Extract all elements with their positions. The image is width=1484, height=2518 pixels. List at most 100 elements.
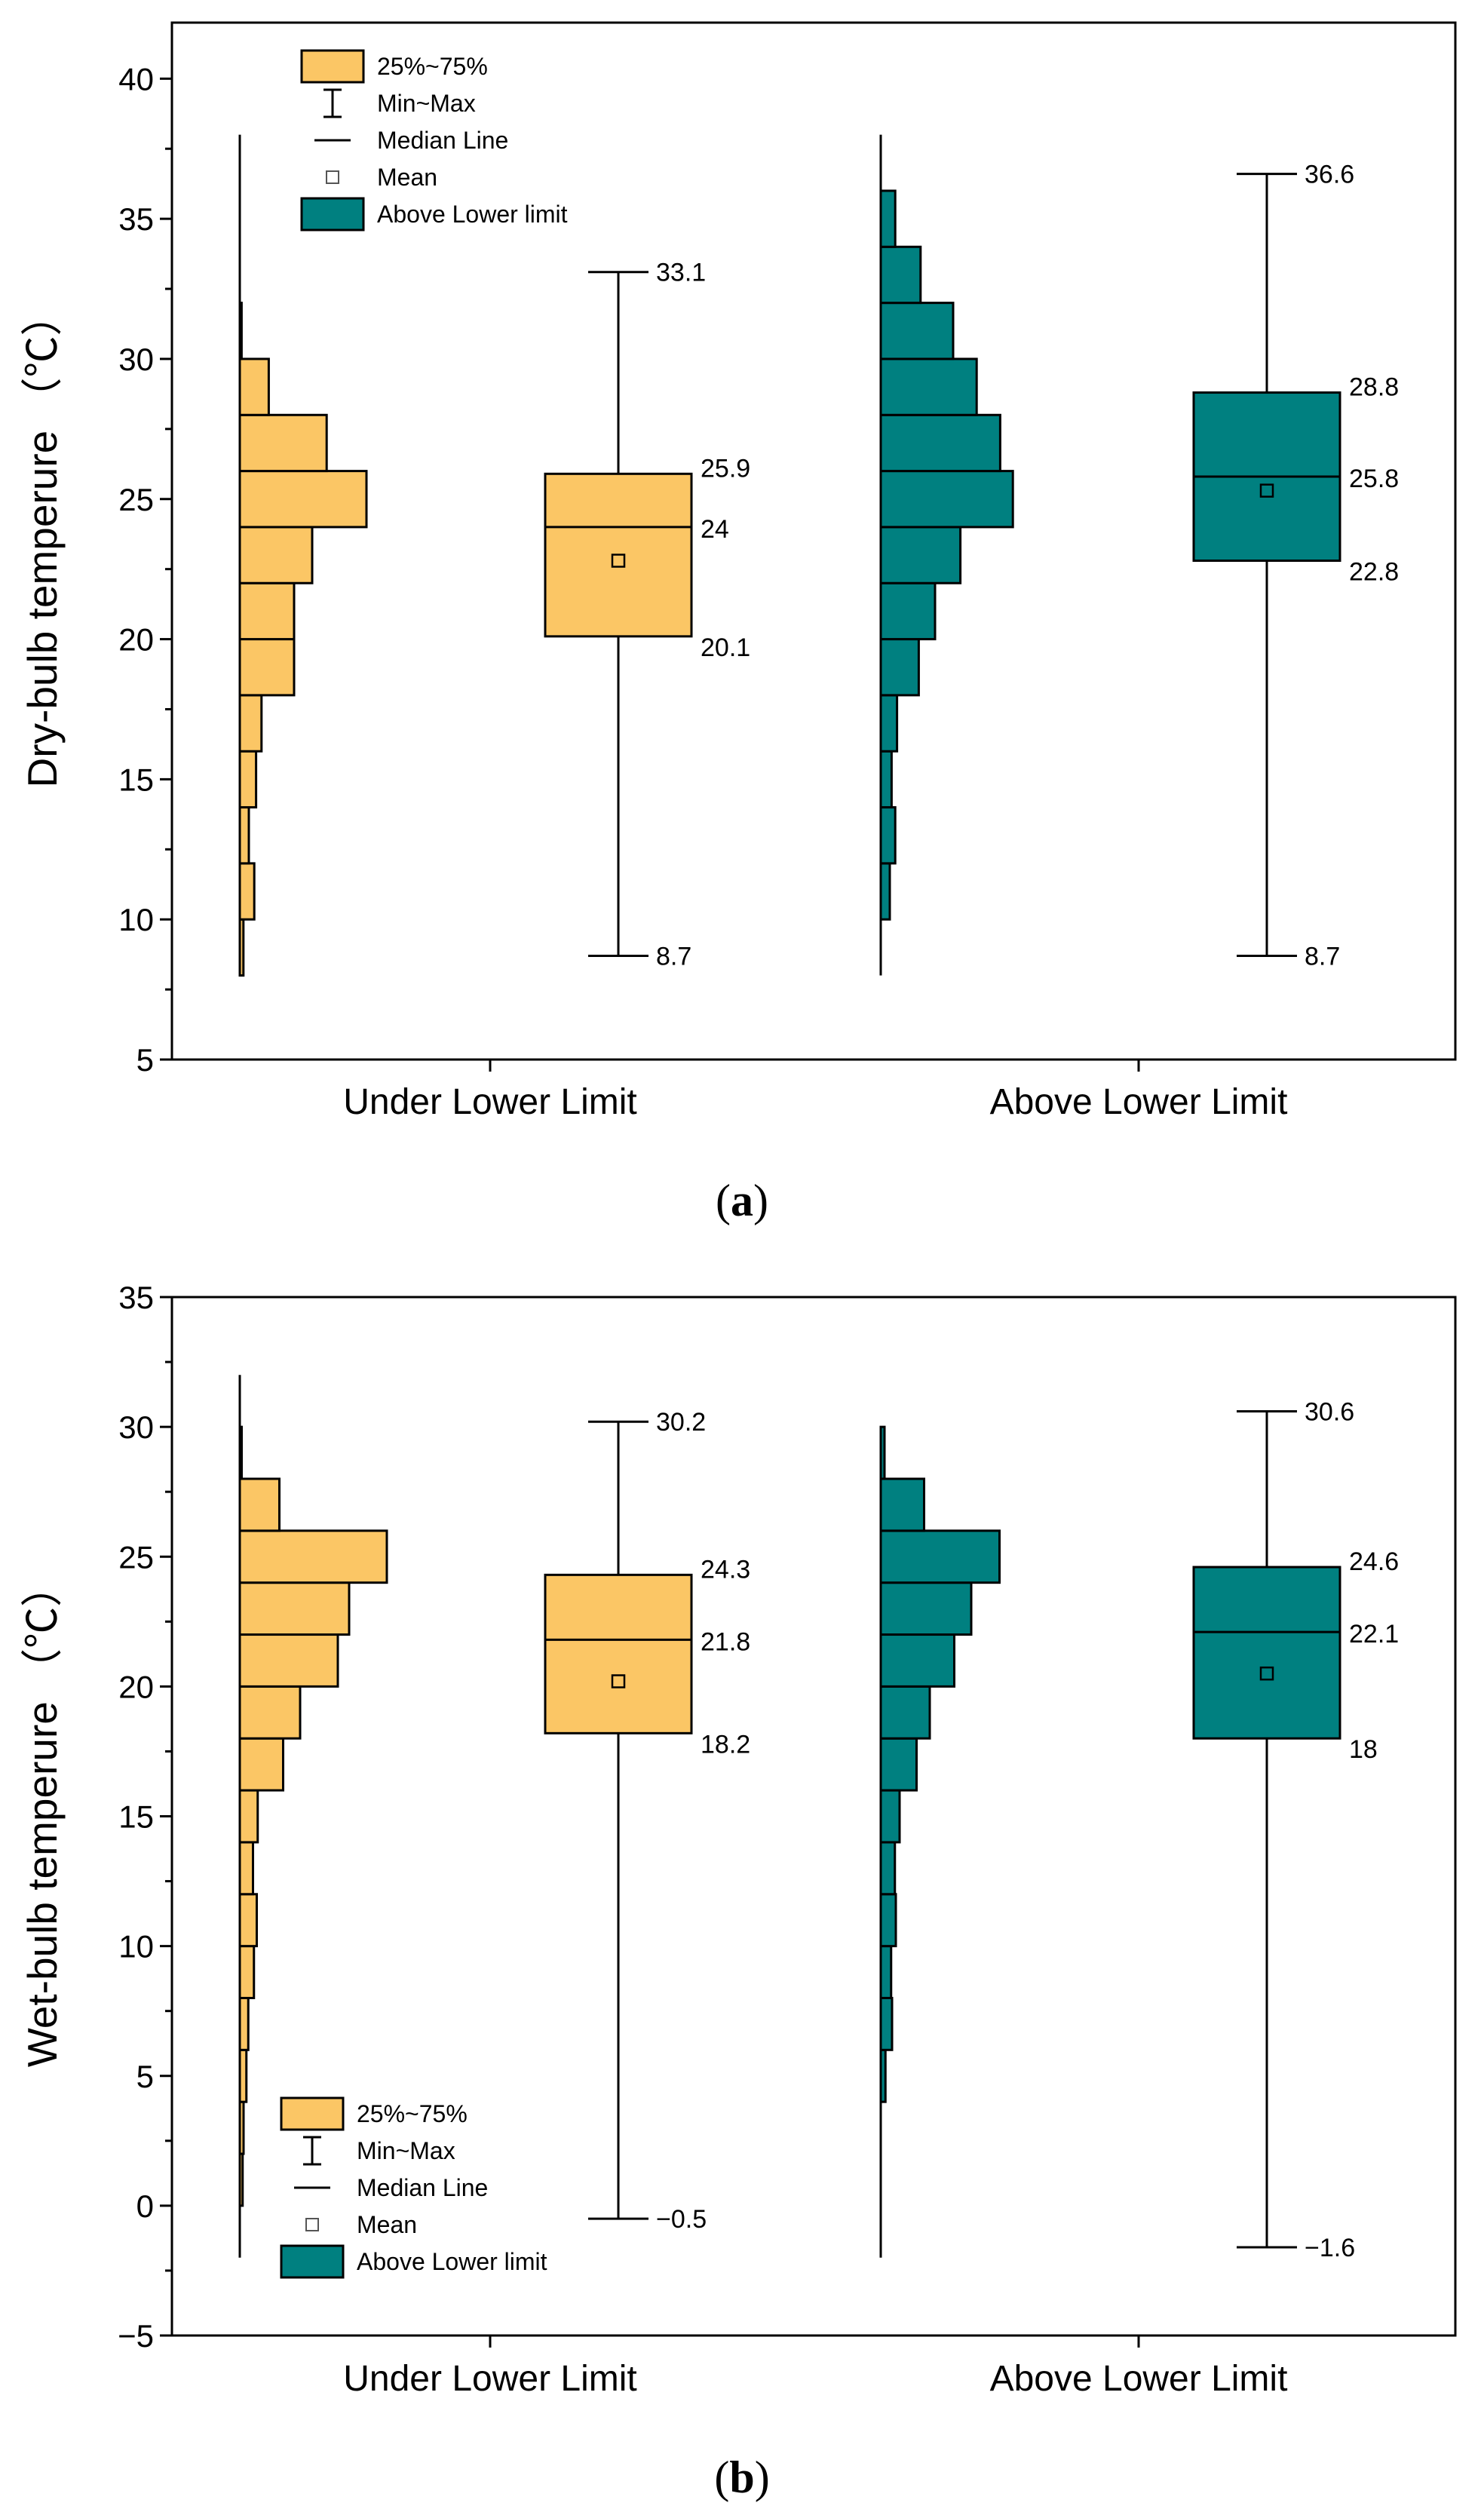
histogram-bar (879, 470, 1014, 529)
value-label-q3: 24.6 (1349, 1547, 1399, 1576)
y-tick-label: 35 (118, 201, 154, 237)
histogram-bar (238, 862, 256, 921)
histogram-bar (238, 806, 250, 865)
histogram-bar (879, 1685, 931, 1740)
y-tick-label: 40 (118, 61, 154, 97)
histogram-bar (879, 1789, 901, 1844)
histogram-bar (879, 638, 920, 697)
histogram-bar (879, 750, 893, 809)
legend-above-swatch (300, 197, 365, 232)
value-label-q1: 20.1 (701, 633, 750, 662)
legend-mean-icon (326, 170, 339, 184)
mean-marker (611, 1674, 626, 1688)
histogram-bar (879, 1477, 925, 1532)
value-label-min: −1.6 (1305, 2234, 1355, 2262)
histogram-bar (879, 1633, 955, 1688)
legend-range-label: Min~Max (377, 90, 476, 117)
value-label-min: 8.7 (656, 943, 691, 971)
histogram-bar (238, 1893, 258, 1948)
histogram-bar (879, 245, 922, 305)
histogram-bar (238, 638, 296, 697)
value-label-max: 33.1 (656, 259, 706, 287)
legend-mean-label: Mean (377, 164, 437, 191)
histogram-bar (238, 470, 368, 529)
chart-panel-a: 5 10 15 20 25 30 35 40 Dry-bulb temperure （℃） Und… (19, 21, 1457, 1225)
group-under: 30.2 24.3 21.8 18.2 −0.5 (238, 1375, 750, 2258)
legend-box-swatch (300, 49, 365, 84)
mean-marker (611, 554, 626, 568)
mean-marker (1259, 1666, 1274, 1681)
y-tick-label: 5 (136, 2059, 154, 2094)
legend-above-label: Above Lower limit (357, 2248, 547, 2275)
histogram-bar (238, 581, 296, 641)
histogram-bar (879, 862, 891, 921)
value-label-max: 30.2 (656, 1408, 706, 1437)
legend-range-label: Min~Max (357, 2137, 455, 2164)
legend-median-label: Median Line (357, 2174, 488, 2201)
y-axis-label: Wet-bulb temperure （℃） (19, 1566, 66, 2067)
histogram-bar (879, 189, 897, 248)
value-label-q1: 22.8 (1349, 558, 1399, 587)
legend-median-label: Median Line (377, 127, 508, 154)
histogram-bar (238, 1737, 284, 1792)
y-tick-label: 10 (118, 902, 154, 937)
histogram-bar (238, 1789, 259, 1844)
y-tick-label: 20 (118, 1669, 154, 1704)
panel-label: (b) (714, 2452, 769, 2502)
histogram-bar (238, 1841, 254, 1896)
value-label-q1: 18.2 (701, 1730, 750, 1759)
histogram-bar (879, 1529, 1001, 1584)
x-category-label: Above Lower Limit (990, 2359, 1288, 2399)
histogram-bar (879, 526, 962, 584)
legend-box-label: 25%~75% (377, 53, 488, 80)
histogram-bar (238, 1633, 339, 1688)
histogram-bar (879, 806, 897, 865)
y-tick-label: 30 (118, 1409, 154, 1445)
value-label-median: 21.8 (701, 1627, 750, 1656)
histogram-bar (238, 750, 258, 809)
x-category-label: Under Lower Limit (343, 1082, 636, 1122)
legend-box-label: 25%~75% (357, 2100, 468, 2127)
histogram-bar (238, 526, 314, 584)
x-category-label: Above Lower Limit (990, 1082, 1288, 1122)
y-tick-label: 25 (118, 1539, 154, 1575)
y-tick-label: 35 (118, 1280, 154, 1315)
y-tick-label: 5 (136, 1042, 154, 1078)
mean-marker (1259, 483, 1274, 498)
histogram-bar (879, 357, 978, 416)
value-label-q3: 24.3 (701, 1555, 750, 1584)
legend: 25%~75% Min~Max Median Line Mean Above Lower… (280, 2096, 547, 2279)
y-tick-label: 0 (136, 2188, 154, 2224)
y-tick-label: 20 (118, 622, 154, 658)
group-above: 36.6 28.8 25.8 22.8 8.7 (879, 134, 1399, 976)
histogram-bar (238, 1685, 302, 1740)
histogram-bar (238, 1529, 388, 1584)
histogram-bar (879, 413, 1001, 473)
legend-above-swatch (280, 2244, 345, 2279)
value-label-q3: 28.8 (1349, 373, 1399, 402)
group-under: 33.1 25.9 24 20.1 8.7 (238, 134, 750, 977)
legend-mean-icon (305, 2218, 319, 2231)
legend: 25%~75% Min~Max Median Line Mean Above Lower… (300, 49, 568, 232)
legend-mean-label: Mean (357, 2211, 417, 2238)
histogram-bar (879, 1581, 973, 1636)
histogram-bar (879, 302, 955, 360)
box-iqr (1192, 1566, 1341, 1740)
histogram-bar (879, 694, 899, 753)
histogram-bar (879, 1945, 893, 1999)
box-iqr (544, 1573, 693, 1734)
plot-frame (170, 21, 1457, 1061)
value-label-median: 25.8 (1349, 465, 1399, 493)
chart-panel-b: −5 0 5 10 15 20 25 30 35 Wet-bulb temperure （℃） Un… (19, 1280, 1457, 2502)
histogram-bar (238, 1581, 351, 1636)
legend-box-swatch (280, 2096, 345, 2131)
y-tick-label: −5 (118, 2318, 154, 2354)
histogram-bar (879, 1737, 918, 1792)
y-tick-label: 15 (118, 762, 154, 797)
y-tick-label: 30 (118, 342, 154, 377)
histogram-bar (238, 357, 270, 416)
histogram-bar (238, 413, 328, 473)
value-label-q3: 25.9 (701, 454, 750, 483)
value-label-max: 30.6 (1305, 1397, 1354, 1426)
